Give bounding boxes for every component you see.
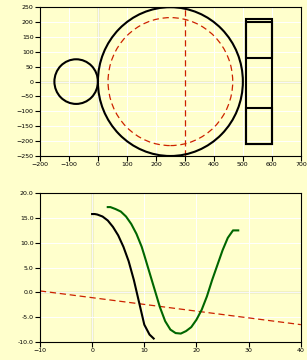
- Bar: [246, 19, 272, 144]
- Bar: [246, 22, 272, 58]
- Bar: [246, 108, 272, 144]
